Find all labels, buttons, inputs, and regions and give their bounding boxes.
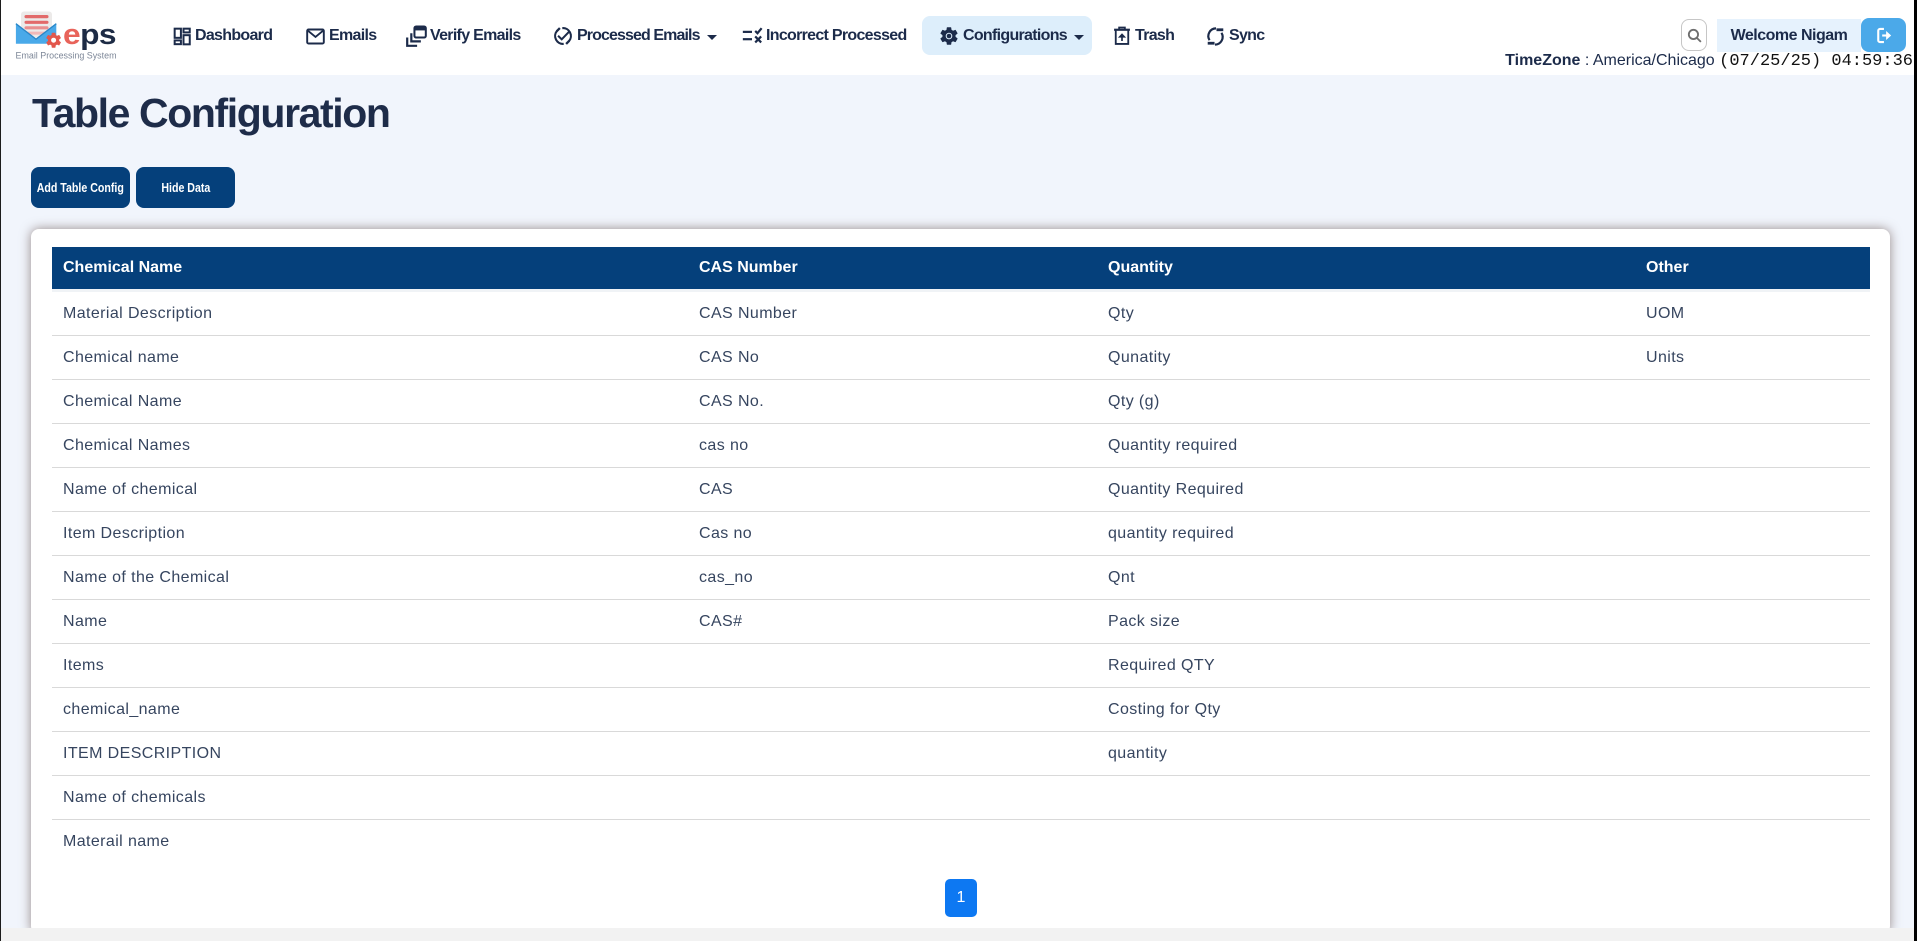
svg-text:eps: eps bbox=[63, 19, 116, 51]
svg-text:Email Processing System: Email Processing System bbox=[16, 51, 117, 61]
